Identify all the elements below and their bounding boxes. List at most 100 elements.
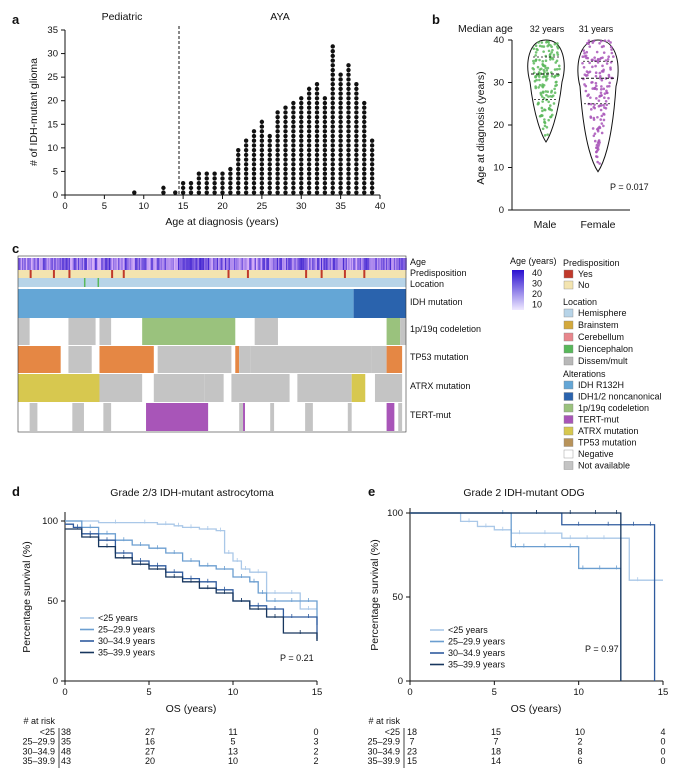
data-dot	[330, 166, 335, 172]
y-tick-label: 100	[387, 508, 403, 519]
age-cell	[358, 258, 360, 270]
violin-point	[538, 68, 542, 71]
violin-point	[612, 55, 615, 58]
data-dot	[196, 180, 202, 186]
age-cell	[161, 258, 163, 270]
age-cell	[53, 258, 55, 270]
age-cell	[158, 258, 160, 270]
age-cell	[371, 258, 373, 270]
data-dot	[267, 180, 272, 186]
data-dot	[346, 72, 351, 77]
data-dot	[346, 143, 351, 148]
age-cell	[202, 258, 204, 270]
alteration-cell	[239, 403, 244, 431]
age-cell	[298, 258, 301, 270]
age-cell	[244, 258, 246, 270]
violin-point	[548, 53, 552, 57]
age-cell	[263, 258, 266, 270]
data-dot	[291, 185, 296, 191]
age-cell	[180, 258, 182, 270]
data-dot	[369, 176, 375, 181]
data-dot	[354, 100, 359, 106]
violin-point	[583, 83, 586, 86]
age-cell	[201, 258, 203, 270]
alteration-cell	[142, 318, 236, 345]
data-dot	[346, 171, 351, 176]
x-tick-label: 10	[573, 687, 584, 698]
risk-group-label: 35–39.9	[22, 756, 55, 766]
y-tick-label: 20	[47, 96, 58, 107]
data-dot	[283, 105, 288, 110]
violin-point	[549, 104, 552, 107]
data-dot	[291, 105, 296, 110]
age-cell	[232, 258, 234, 270]
risk-count: 3	[313, 737, 318, 747]
data-dot	[330, 48, 335, 54]
age-cell	[114, 258, 116, 270]
y-tick-label: 0	[398, 676, 403, 687]
data-dot	[338, 152, 343, 158]
age-cell	[278, 258, 280, 270]
age-cell	[120, 258, 123, 270]
data-dot	[283, 166, 288, 172]
age-cell	[88, 258, 90, 270]
data-dot	[180, 185, 186, 191]
predisposition-yes-cell	[320, 270, 323, 278]
risk-count: 23	[407, 746, 417, 756]
violin-point	[550, 71, 553, 74]
alteration-cell	[305, 403, 313, 431]
data-dot	[362, 190, 367, 195]
risk-count: 43	[61, 756, 71, 766]
data-dot	[362, 152, 367, 158]
age-cell	[248, 258, 250, 270]
data-dot	[299, 166, 304, 172]
panel-d-ticks: 0 5 10 15 0 50 100	[42, 516, 322, 698]
data-dot	[346, 86, 351, 92]
age-cell	[323, 258, 325, 270]
age-cell	[154, 258, 156, 270]
data-dot	[306, 171, 312, 176]
data-dot	[330, 86, 335, 92]
data-dot	[314, 157, 320, 162]
risk-group-label: 25–29.9	[367, 737, 400, 747]
age-cell	[313, 258, 315, 270]
age-cell	[128, 258, 130, 270]
violin-point	[600, 122, 604, 125]
age-cell	[333, 258, 336, 270]
panel-d-pvalue: P = 0.21	[280, 653, 314, 663]
row-label: 1p/19q codeletion	[410, 324, 481, 334]
age-cell	[226, 258, 228, 270]
age-cell	[46, 258, 48, 270]
age-cell	[205, 258, 207, 270]
data-dot	[267, 133, 272, 139]
violin-point	[532, 67, 536, 71]
y-tick-label: 15	[47, 119, 58, 130]
legend-item: 1p/19q codeletion	[578, 403, 649, 413]
risk-count: 13	[228, 746, 238, 756]
violin-point	[593, 132, 597, 135]
violin-point	[596, 128, 600, 132]
violin-point	[596, 115, 599, 119]
violin-point	[588, 61, 591, 65]
data-dot	[236, 171, 241, 176]
violin-point	[599, 39, 603, 43]
data-dot	[346, 77, 351, 82]
data-dot	[322, 162, 328, 167]
violin-point	[544, 90, 548, 93]
panel-d-title: Grade 2/3 IDH-mutant astrocytoma	[110, 487, 274, 499]
data-dot	[228, 180, 233, 186]
violin-point	[532, 62, 536, 65]
data-dot	[338, 114, 343, 120]
age-cell	[374, 258, 376, 270]
age-cell	[36, 258, 38, 270]
age-cell	[183, 258, 185, 270]
violin-point	[602, 51, 606, 54]
risk-group-label: 30–34.9	[22, 746, 55, 756]
age-cell	[20, 258, 22, 270]
violin-point	[584, 54, 588, 58]
age-cell	[229, 258, 232, 270]
age-cell	[97, 258, 99, 270]
data-dot	[283, 190, 288, 195]
y-tick-label: 0	[53, 190, 58, 201]
